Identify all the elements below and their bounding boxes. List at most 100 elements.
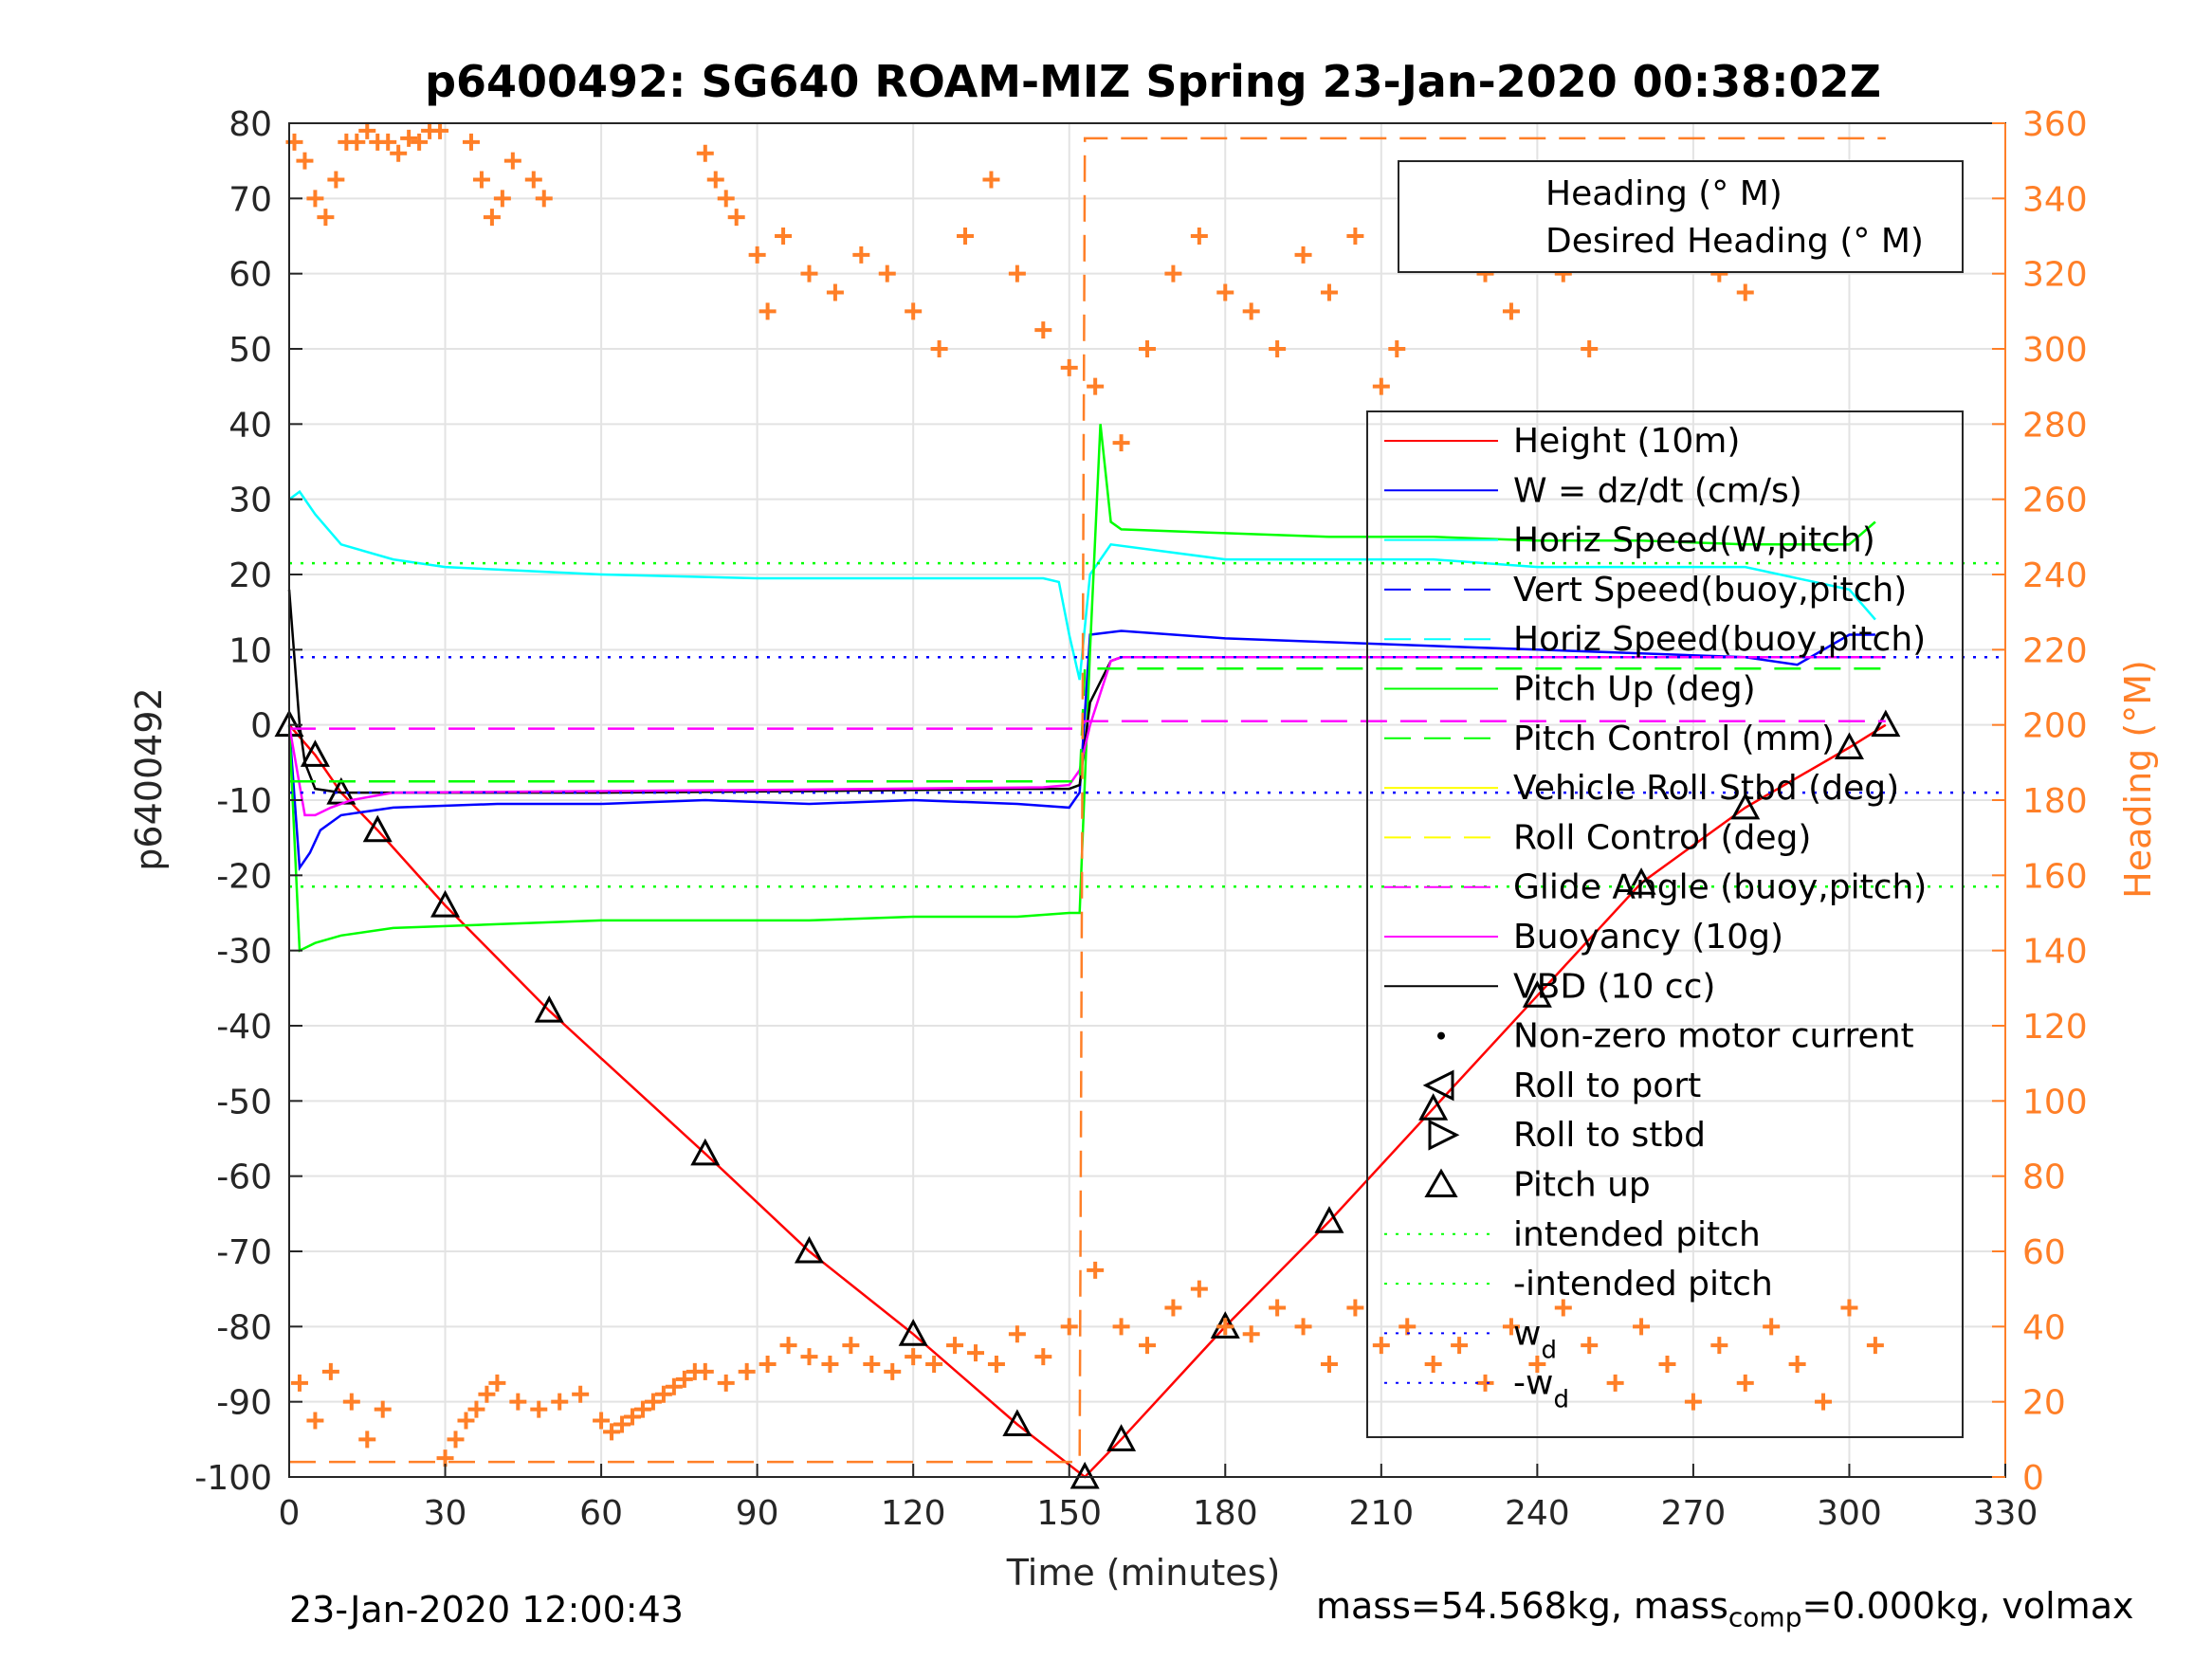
heading-point [358,1431,376,1449]
heading-point [1372,377,1390,395]
heading-point [1269,340,1287,357]
y2-tick-label: 300 [2022,331,2088,370]
x-tick-label: 60 [579,1494,623,1533]
legend-label: Glide Angle (buoy,pitch) [1513,868,1927,907]
heading-point [967,1344,984,1362]
heading-point [1398,1318,1417,1336]
heading-point [1164,1299,1182,1317]
heading-point [800,264,818,283]
heading-legend-label: Desired Heading (° M) [1545,222,1924,261]
heading-point [982,171,1000,189]
y-tick-label: 0 [250,707,272,746]
chart-title: p6400492: SG640 ROAM-MIZ Spring 23-Jan-2… [425,56,1881,107]
heading-point [1034,1348,1052,1366]
heading-point [1190,1280,1208,1298]
x-tick-label: 270 [1661,1494,1727,1533]
heading-point [1581,340,1599,357]
y-tick-label: 60 [229,256,272,295]
legend-label-subscript: d [1553,1386,1569,1414]
heading-legend-entry: Desired Heading (° M) [1545,222,1924,261]
main-legend-entry: Buoyancy (10g) [1384,918,1783,957]
heading-point [1320,1356,1338,1373]
heading-point [1216,283,1234,301]
x-tick-label: 210 [1348,1494,1414,1533]
heading-point [1788,1356,1806,1373]
x-tick-label: 180 [1193,1494,1258,1533]
legend-label: Horiz Speed(buoy,pitch) [1513,620,1926,659]
heading-point [1320,283,1338,301]
heading-point [748,246,766,264]
pitch-up-marker [690,1138,721,1166]
heading-point [759,302,777,320]
heading-point [431,121,449,139]
pitch-up-marker [534,994,564,1023]
main-legend-entry: Pitch up [1424,1166,1651,1205]
legend-label: Pitch Up (deg) [1513,670,1756,709]
legend-label: Pitch Control (mm) [1513,720,1835,758]
heading-point [524,171,542,189]
mass-subscript: comp [1728,1601,1802,1633]
main-legend: Height (10m) W = dz/dt (cm/s) Horiz Speed(… [1366,410,1964,1438]
y-tick-label: -60 [216,1158,272,1197]
legend-label: VBD (10 cc) [1513,967,1715,1006]
legend-swatch-left-triangle [1422,1069,1454,1102]
legend-label: Height (10m) [1513,422,1740,461]
heading-legend-label: Heading (° M) [1545,174,1782,213]
heading-point [1736,1374,1754,1392]
legend-label: Roll to stbd [1513,1116,1706,1155]
pitch-up-marker [1871,709,1901,738]
heading-point [593,1412,611,1430]
heading-point [1060,358,1078,376]
series-heading-markers [285,121,1884,1468]
heading-point [1866,1337,1884,1355]
y2-tick-label: 240 [2022,556,2088,595]
heading-point [1242,1325,1260,1343]
heading-point [905,302,923,320]
heading-point [1451,1337,1469,1355]
main-legend-entry: intended pitch [1384,1215,1761,1254]
x-tick-label: 90 [736,1494,779,1533]
heading-point [852,246,870,264]
heading-point [624,1408,641,1426]
heading-point [1840,1299,1858,1317]
heading-point [738,1362,756,1380]
heading-point [509,1393,527,1411]
heading-point [905,1348,923,1366]
heading-point [572,1385,590,1403]
pitch-up-marker [1418,1093,1449,1121]
heading-point [946,1337,964,1355]
heading-point [1139,1337,1156,1355]
heading-point [290,1374,308,1392]
y2-tick-label: 360 [2022,105,2088,144]
heading-point [1684,1393,1702,1411]
timestamp-footer: 23-Jan-2020 12:00:43 [289,1589,684,1631]
heading-point [306,1412,324,1430]
y2-tick-label: 0 [2022,1459,2044,1498]
heading-point [1658,1356,1676,1373]
legend-label-subscript: d [1541,1336,1557,1364]
y2-tick-label: 100 [2022,1083,2088,1121]
series-glide-angle-buoy-pitch [289,720,1886,730]
legend-label: Pitch up [1513,1166,1651,1205]
y-tick-label: -90 [216,1384,272,1423]
heading-point [1554,1299,1572,1317]
heading-point [1112,434,1130,452]
heading-point [633,1400,651,1418]
heading-point [654,1385,672,1403]
heading-point [1424,1356,1442,1373]
pitch-up-marker [1106,1424,1137,1451]
heading-point [457,1412,475,1430]
main-legend-entry: Non-zero motor current [1437,1017,1914,1056]
series-horiz-speed-w-pitch [288,489,1876,681]
heading-point [535,190,553,208]
pitch-up-marker [1314,1206,1344,1233]
heading-point [759,1356,777,1373]
y2-tick-label: 340 [2022,180,2088,219]
heading-legend-entry: Heading (° M) [1545,174,1782,213]
heading-point [1269,1299,1287,1317]
y-tick-label: -70 [216,1233,272,1272]
main-legend-entry: Roll to port [1422,1066,1701,1105]
legend-label: Vehicle Roll Stbd (deg) [1513,769,1899,808]
heading-point [1164,264,1182,283]
x-tick-label: 300 [1817,1494,1882,1533]
